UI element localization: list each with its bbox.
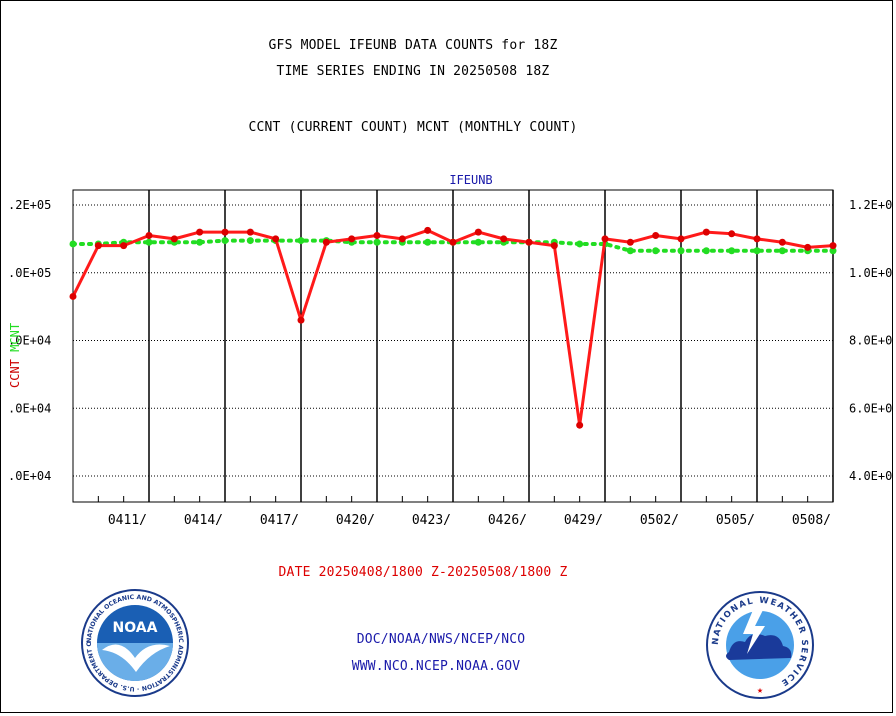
- data-point-ccnt: [94, 242, 102, 250]
- data-point-ccnt: [804, 243, 812, 251]
- data-point-ccnt: [576, 421, 584, 429]
- data-point-mcnt: [424, 238, 432, 246]
- data-point-ccnt: [778, 238, 786, 246]
- x-tick-label: 0423/: [412, 513, 451, 528]
- data-point-mcnt: [69, 240, 77, 248]
- data-point-mcnt: [246, 237, 254, 245]
- org-label: DOC/NOAA/NWS/NCEP/NCO: [356, 632, 526, 647]
- data-point-mcnt: [297, 237, 305, 245]
- data-point-ccnt: [373, 231, 381, 239]
- data-point-ccnt: [297, 316, 305, 324]
- data-point-ccnt: [474, 228, 482, 236]
- data-point-ccnt: [728, 230, 736, 238]
- data-point-ccnt: [272, 235, 280, 243]
- nws-logo-icon: NATIONAL WEATHER SERVICE ★: [706, 591, 814, 699]
- data-point-ccnt: [753, 235, 761, 243]
- data-point-ccnt: [525, 238, 533, 246]
- left-tick-label: .0E+05: [8, 266, 51, 280]
- data-point-mcnt: [145, 238, 153, 246]
- x-tick-label: 0426/: [488, 513, 527, 528]
- right-tick-label: 1.0E+0: [849, 266, 892, 280]
- data-point-ccnt: [348, 235, 356, 243]
- x-tick-label: 0508/: [792, 513, 831, 528]
- data-point-mcnt: [702, 247, 710, 255]
- right-tick-label: 6.0E+0: [849, 401, 892, 415]
- data-point-ccnt: [120, 242, 128, 250]
- x-tick-label: 0414/: [184, 513, 223, 528]
- x-tick-label: 0420/: [336, 513, 375, 528]
- data-point-ccnt: [449, 238, 457, 246]
- left-tick-label: .0E+04: [8, 401, 51, 415]
- left-tick-label: .2E+05: [8, 198, 51, 212]
- data-point-mcnt: [474, 238, 482, 246]
- website-link[interactable]: WWW.NCO.NCEP.NOAA.GOV: [351, 659, 521, 674]
- data-point-mcnt: [829, 247, 837, 255]
- data-point-mcnt: [221, 237, 229, 245]
- data-point-ccnt: [601, 235, 609, 243]
- data-point-ccnt: [398, 235, 406, 243]
- data-point-mcnt: [677, 247, 685, 255]
- right-tick-label: 4.0E+0: [849, 469, 892, 483]
- chart-title-line3: CCNT (CURRENT COUNT) MCNT (MONTHLY COUNT…: [248, 120, 578, 135]
- y-axis-label-ccnt: CCNT: [8, 359, 22, 388]
- right-tick-label: 1.2E+0: [849, 198, 892, 212]
- right-tick-label: 8.0E+0: [849, 334, 892, 348]
- data-point-ccnt: [196, 228, 204, 236]
- data-point-mcnt: [196, 238, 204, 246]
- chart-title-line2: TIME SERIES ENDING IN 20250508 18Z: [276, 64, 550, 79]
- x-tick-label: 0417/: [260, 513, 299, 528]
- x-tick-label: 0502/: [640, 513, 679, 528]
- data-point-mcnt: [652, 247, 660, 255]
- data-point-mcnt: [728, 247, 736, 255]
- chart-subtitle: IFEUNB: [449, 173, 492, 187]
- data-point-ccnt: [145, 231, 153, 239]
- noaa-logo-text: NOAA: [113, 620, 158, 636]
- data-point-ccnt: [322, 238, 330, 246]
- noaa-logo-icon: NOAA NATIONAL OCEANIC AND ATMOSPHERIC AD…: [80, 588, 189, 697]
- data-point-ccnt: [702, 228, 710, 236]
- data-point-ccnt: [500, 235, 508, 243]
- x-tick-label: 0505/: [716, 513, 755, 528]
- svg-text:★: ★: [757, 685, 763, 696]
- data-point-ccnt: [69, 292, 77, 300]
- x-tick-label: 0429/: [564, 513, 603, 528]
- data-point-ccnt: [246, 228, 254, 236]
- data-point-ccnt: [221, 228, 229, 236]
- data-point-ccnt: [550, 242, 558, 250]
- data-point-mcnt: [753, 247, 761, 255]
- data-point-mcnt: [576, 240, 584, 248]
- data-point-ccnt: [829, 242, 837, 250]
- y-axis-label: CCNT MCNT: [8, 323, 22, 388]
- data-point-ccnt: [170, 235, 178, 243]
- data-point-mcnt: [626, 247, 634, 255]
- data-point-ccnt: [677, 235, 685, 243]
- left-tick-label: .0E+04: [8, 469, 51, 483]
- y-axis-label-mcnt: MCNT: [8, 322, 22, 352]
- data-point-ccnt: [652, 231, 660, 239]
- x-tick-label: 0411/: [108, 513, 147, 528]
- data-point-mcnt: [778, 247, 786, 255]
- data-point-mcnt: [373, 238, 381, 246]
- left-tick-label: .0E+04: [8, 334, 51, 348]
- chart-title-line1: GFS MODEL IFEUNB DATA COUNTS for 18Z: [268, 38, 558, 53]
- date-range-label: DATE 20250408/1800 Z-20250508/1800 Z: [278, 565, 568, 580]
- data-point-ccnt: [424, 226, 432, 234]
- data-point-ccnt: [626, 238, 634, 246]
